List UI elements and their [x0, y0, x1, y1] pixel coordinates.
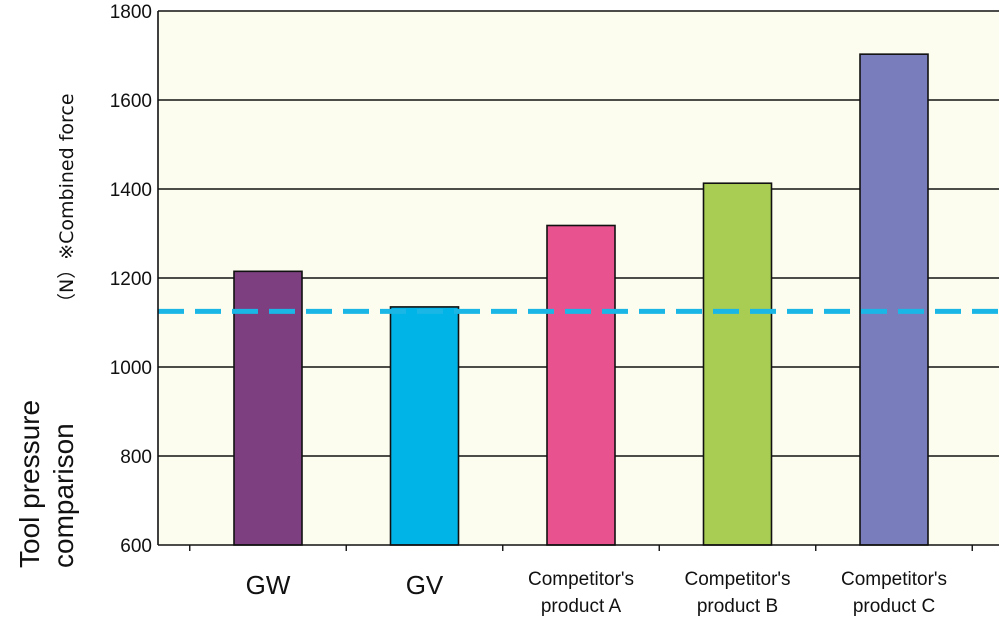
x-category-label: Competitor's product B [684, 569, 790, 617]
y-tick-label: 1600 [110, 91, 152, 112]
bar [233, 270, 303, 546]
axes [157, 11, 999, 551]
x-category-label: Competitor's product C [841, 569, 947, 617]
y-axis-title: Tool pressure comparison [14, 400, 79, 568]
bar [389, 306, 460, 546]
x-category-label: GV [406, 570, 444, 600]
bars [233, 53, 929, 546]
unit-label: （N）※Combined force [56, 93, 78, 312]
bar [546, 224, 616, 546]
x-category-label: GW [246, 570, 291, 600]
y-tick-label: 1400 [110, 180, 152, 201]
y-tick-label: 1200 [110, 269, 152, 290]
y-tick-label: 1000 [110, 358, 152, 379]
y-tick-labels: 600 800 1000 1200 1400 1600 1800 [110, 2, 152, 557]
y-tick-label: 600 [120, 536, 152, 557]
bar [859, 53, 929, 546]
y-tick-label: 1800 [110, 2, 152, 23]
bar [702, 182, 773, 546]
x-category-label: Competitor's product A [528, 569, 634, 617]
x-category-labels: GW GV Competitor's product A Competitor's pro… [246, 569, 947, 617]
y-tick-label: 800 [120, 447, 152, 468]
